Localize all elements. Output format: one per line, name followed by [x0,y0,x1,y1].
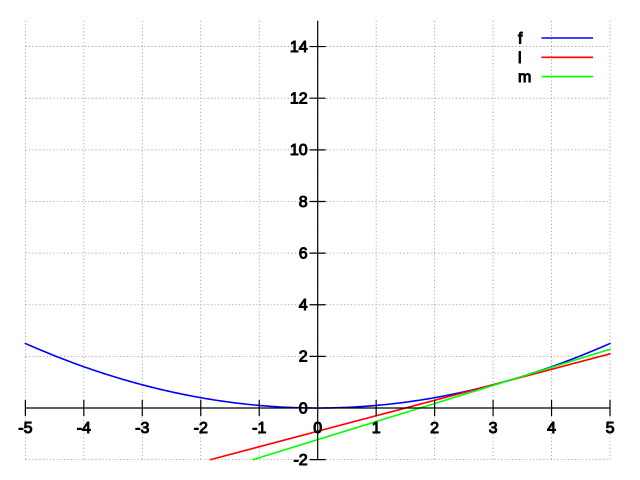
svg-text:-5: -5 [18,420,32,437]
svg-text:2: 2 [299,349,308,366]
svg-text:2: 2 [430,420,439,437]
svg-text:12: 12 [290,91,308,108]
svg-text:0: 0 [313,420,322,437]
svg-text:f: f [518,31,523,48]
svg-text:l: l [518,50,522,67]
svg-text:5: 5 [606,420,615,437]
svg-text:-1: -1 [252,420,266,437]
svg-text:m: m [518,69,531,86]
svg-text:-2: -2 [293,452,307,469]
svg-text:4: 4 [547,420,556,437]
svg-text:-3: -3 [135,420,149,437]
svg-text:14: 14 [290,39,308,56]
svg-text:4: 4 [299,297,308,314]
svg-text:-4: -4 [77,420,91,437]
svg-text:0: 0 [299,401,308,418]
svg-text:6: 6 [299,245,308,262]
svg-text:-2: -2 [194,420,208,437]
svg-text:3: 3 [489,420,498,437]
svg-text:10: 10 [290,142,308,159]
svg-text:1: 1 [372,420,381,437]
svg-text:8: 8 [299,194,308,211]
